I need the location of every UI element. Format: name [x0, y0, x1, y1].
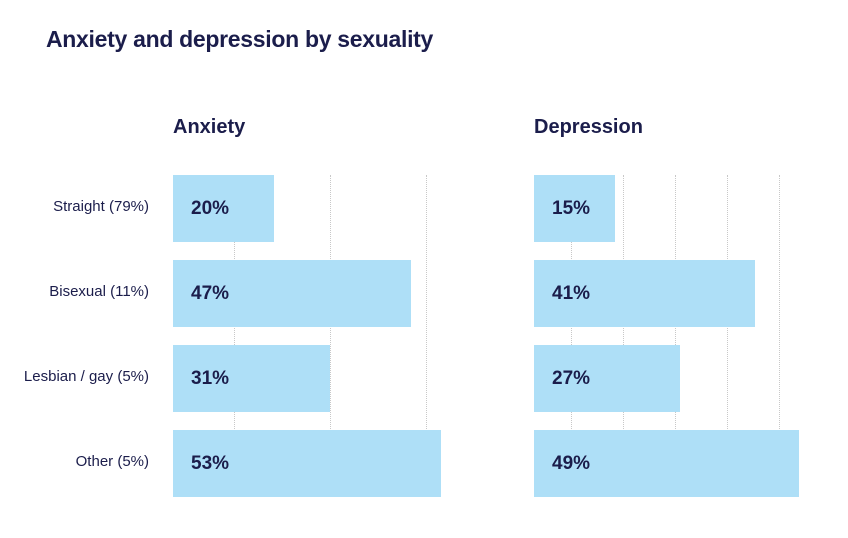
anxiety-bar: 20% [173, 175, 274, 242]
category-label: Lesbian / gay (5%) [23, 368, 149, 385]
depression-bar: 41% [534, 260, 755, 327]
figure-title: Anxiety and depression by sexuality [46, 26, 434, 52]
data-label: 15% [552, 198, 591, 219]
data-label: 41% [552, 283, 591, 304]
anxiety-chart-title: Anxiety [173, 116, 246, 138]
anxiety-bar: 53% [173, 430, 441, 497]
anxiety-bar: 31% [173, 345, 330, 412]
gridline [330, 175, 331, 497]
gridline [675, 175, 676, 497]
anxiety-bar: 47% [173, 260, 411, 327]
category-label: Other (5%) [75, 453, 149, 470]
depression-chart-title: Depression [534, 116, 643, 138]
gridline [727, 175, 728, 497]
data-label: 20% [191, 198, 230, 219]
category-label: Straight (79%) [53, 198, 149, 215]
depression-bar: 49% [534, 430, 799, 497]
category-label: Bisexual (11%) [49, 283, 149, 300]
data-label: 31% [191, 368, 230, 389]
gridline [779, 175, 780, 497]
data-label: 53% [191, 453, 230, 474]
gridline [426, 175, 427, 497]
data-label: 47% [191, 283, 230, 304]
gridline [571, 175, 572, 497]
gridline [234, 175, 235, 497]
depression-bar: 27% [534, 345, 680, 412]
depression-bar: 15% [534, 175, 615, 242]
data-label: 49% [552, 453, 591, 474]
gridline [623, 175, 624, 497]
data-label: 27% [552, 368, 591, 389]
